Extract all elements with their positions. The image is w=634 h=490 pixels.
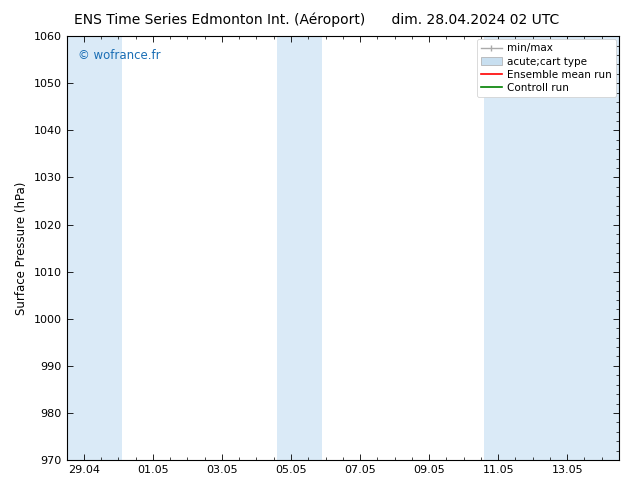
Bar <box>67 36 122 460</box>
Bar <box>484 36 619 460</box>
Text: ENS Time Series Edmonton Int. (Aéroport)      dim. 28.04.2024 02 UTC: ENS Time Series Edmonton Int. (Aéroport)… <box>74 12 560 27</box>
Bar <box>277 36 322 460</box>
Y-axis label: Surface Pressure (hPa): Surface Pressure (hPa) <box>15 181 28 315</box>
Legend: min/max, acute;cart type, Ensemble mean run, Controll run: min/max, acute;cart type, Ensemble mean … <box>477 39 616 97</box>
Text: © wofrance.fr: © wofrance.fr <box>77 49 160 62</box>
